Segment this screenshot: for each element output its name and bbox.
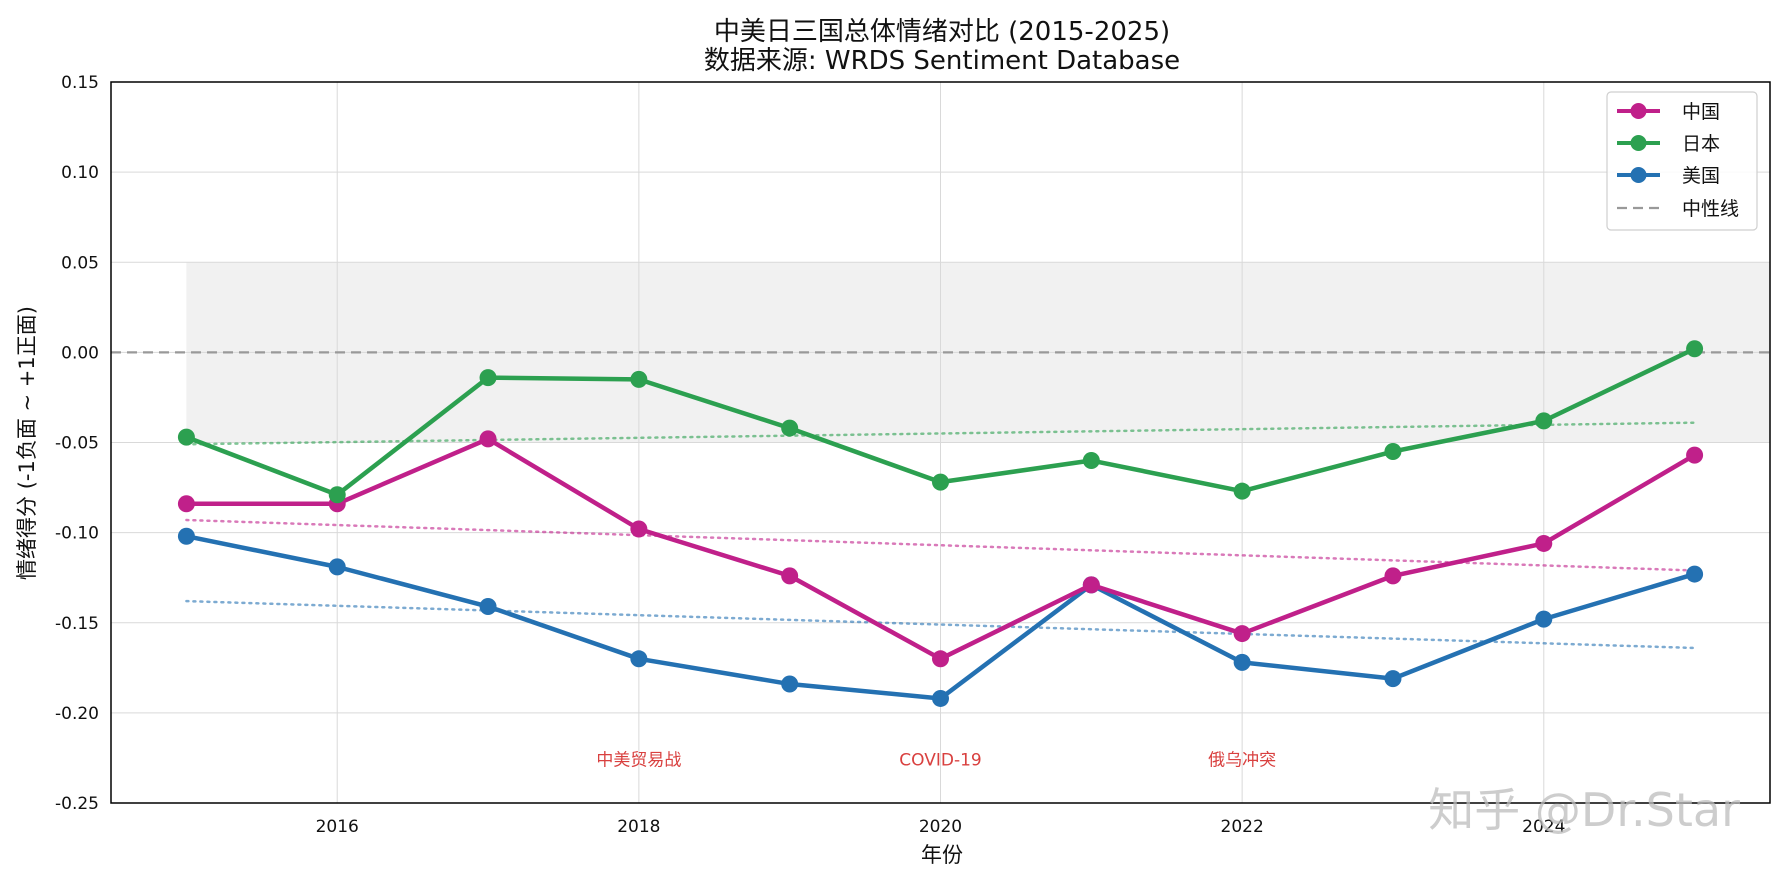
- data-point-series-1: [1535, 412, 1553, 430]
- data-point-series-2: [1384, 670, 1402, 688]
- legend-item-japan: 日本: [1617, 133, 1720, 155]
- legend-item-neutral: 中性线: [1617, 198, 1739, 220]
- y-tick-label: -0.15: [55, 614, 99, 634]
- y-axis-ticks: 0.15 0.10 0.05 0.00 -0.05 -0.10 -0.15 -0…: [55, 73, 99, 814]
- data-point-series-1: [1384, 443, 1402, 461]
- legend-label-neutral: 中性线: [1682, 198, 1739, 220]
- y-tick-label: 0.05: [61, 253, 99, 273]
- annotation-covid: COVID-19: [899, 751, 981, 771]
- watermark: 知乎 @Dr.Star: [1428, 783, 1740, 837]
- data-point-series-0: [177, 495, 195, 513]
- data-point-series-1: [1233, 482, 1251, 500]
- data-point-series-2: [479, 598, 497, 616]
- data-point-series-1: [630, 370, 648, 388]
- annotation-russia-ukraine: 俄乌冲突: [1208, 751, 1276, 771]
- data-point-series-2: [932, 689, 949, 707]
- y-tick-label: 0.00: [61, 343, 99, 363]
- data-point-series-2: [630, 650, 648, 668]
- x-tick-label: 2022: [1221, 817, 1264, 837]
- data-point-series-2: [1535, 610, 1553, 628]
- chart-subtitle: 数据来源: WRDS Sentiment Database: [704, 46, 1180, 76]
- data-point-series-0: [630, 520, 648, 538]
- data-point-series-1: [177, 428, 195, 446]
- data-point-series-0: [1233, 625, 1251, 643]
- legend-item-usa: 美国: [1617, 165, 1720, 187]
- trend-line-1: [185, 421, 1696, 446]
- x-axis-label: 年份: [921, 843, 963, 867]
- data-point-series-1: [781, 419, 799, 437]
- data-point-series-0: [1686, 446, 1704, 464]
- data-point-series-1: [479, 369, 497, 387]
- data-point-series-0: [479, 430, 497, 448]
- data-point-series-2: [177, 527, 195, 545]
- annotation-trade-war: 中美贸易战: [596, 751, 681, 771]
- data-point-series-1: [1082, 452, 1100, 470]
- legend: 中国 日本 美国 中性线: [1606, 91, 1758, 231]
- x-tick-label: 2020: [919, 817, 962, 837]
- data-point-series-0: [1535, 534, 1553, 552]
- legend-label-japan: 日本: [1682, 133, 1720, 155]
- legend-label-china: 中国: [1682, 101, 1720, 123]
- series-lines: [177, 340, 1704, 707]
- legend-marker-japan: [1630, 135, 1647, 151]
- y-tick-label: -0.10: [55, 524, 99, 544]
- x-tick-label: 2018: [617, 817, 660, 837]
- x-axis-ticks: 2016 2018 2020 2022 2024: [316, 817, 1566, 837]
- trend-lines: [185, 421, 1696, 650]
- y-tick-label: -0.20: [55, 704, 99, 724]
- y-tick-label: 0.10: [61, 163, 99, 183]
- x-tick-label: 2024: [1522, 817, 1565, 837]
- trend-line-2: [185, 599, 1696, 650]
- y-tick-label: -0.05: [55, 434, 99, 454]
- y-axis-label: 情绪得分 (-1负面 ~ +1正面): [15, 306, 39, 580]
- data-point-series-2: [781, 675, 799, 693]
- event-annotations: 中美贸易战 COVID-19 俄乌冲突: [596, 751, 1276, 771]
- legend-label-usa: 美国: [1682, 165, 1720, 187]
- legend-marker-china: [1630, 103, 1647, 119]
- data-point-series-1: [1686, 340, 1704, 358]
- plot-frame: [110, 81, 1771, 804]
- legend-marker-usa: [1630, 167, 1647, 183]
- data-point-series-2: [1686, 565, 1704, 583]
- x-tick-label: 2016: [316, 817, 359, 837]
- y-tick-label: -0.25: [55, 794, 99, 814]
- plot-area: 中美贸易战 COVID-19 俄乌冲突: [110, 81, 1771, 804]
- data-point-series-0: [781, 567, 799, 585]
- y-tick-label: 0.15: [61, 73, 99, 93]
- data-point-series-0: [1384, 567, 1402, 585]
- data-point-series-1: [932, 473, 949, 491]
- trend-line-0: [185, 518, 1696, 572]
- legend-box: [1606, 91, 1758, 231]
- data-point-series-0: [1082, 576, 1100, 594]
- chart-title: 中美日三国总体情绪对比 (2015-2025): [714, 17, 1170, 47]
- legend-item-china: 中国: [1617, 101, 1720, 123]
- data-point-series-1: [328, 486, 346, 504]
- data-point-series-0: [932, 650, 949, 668]
- data-point-series-2: [1233, 653, 1251, 671]
- data-point-series-2: [328, 558, 346, 576]
